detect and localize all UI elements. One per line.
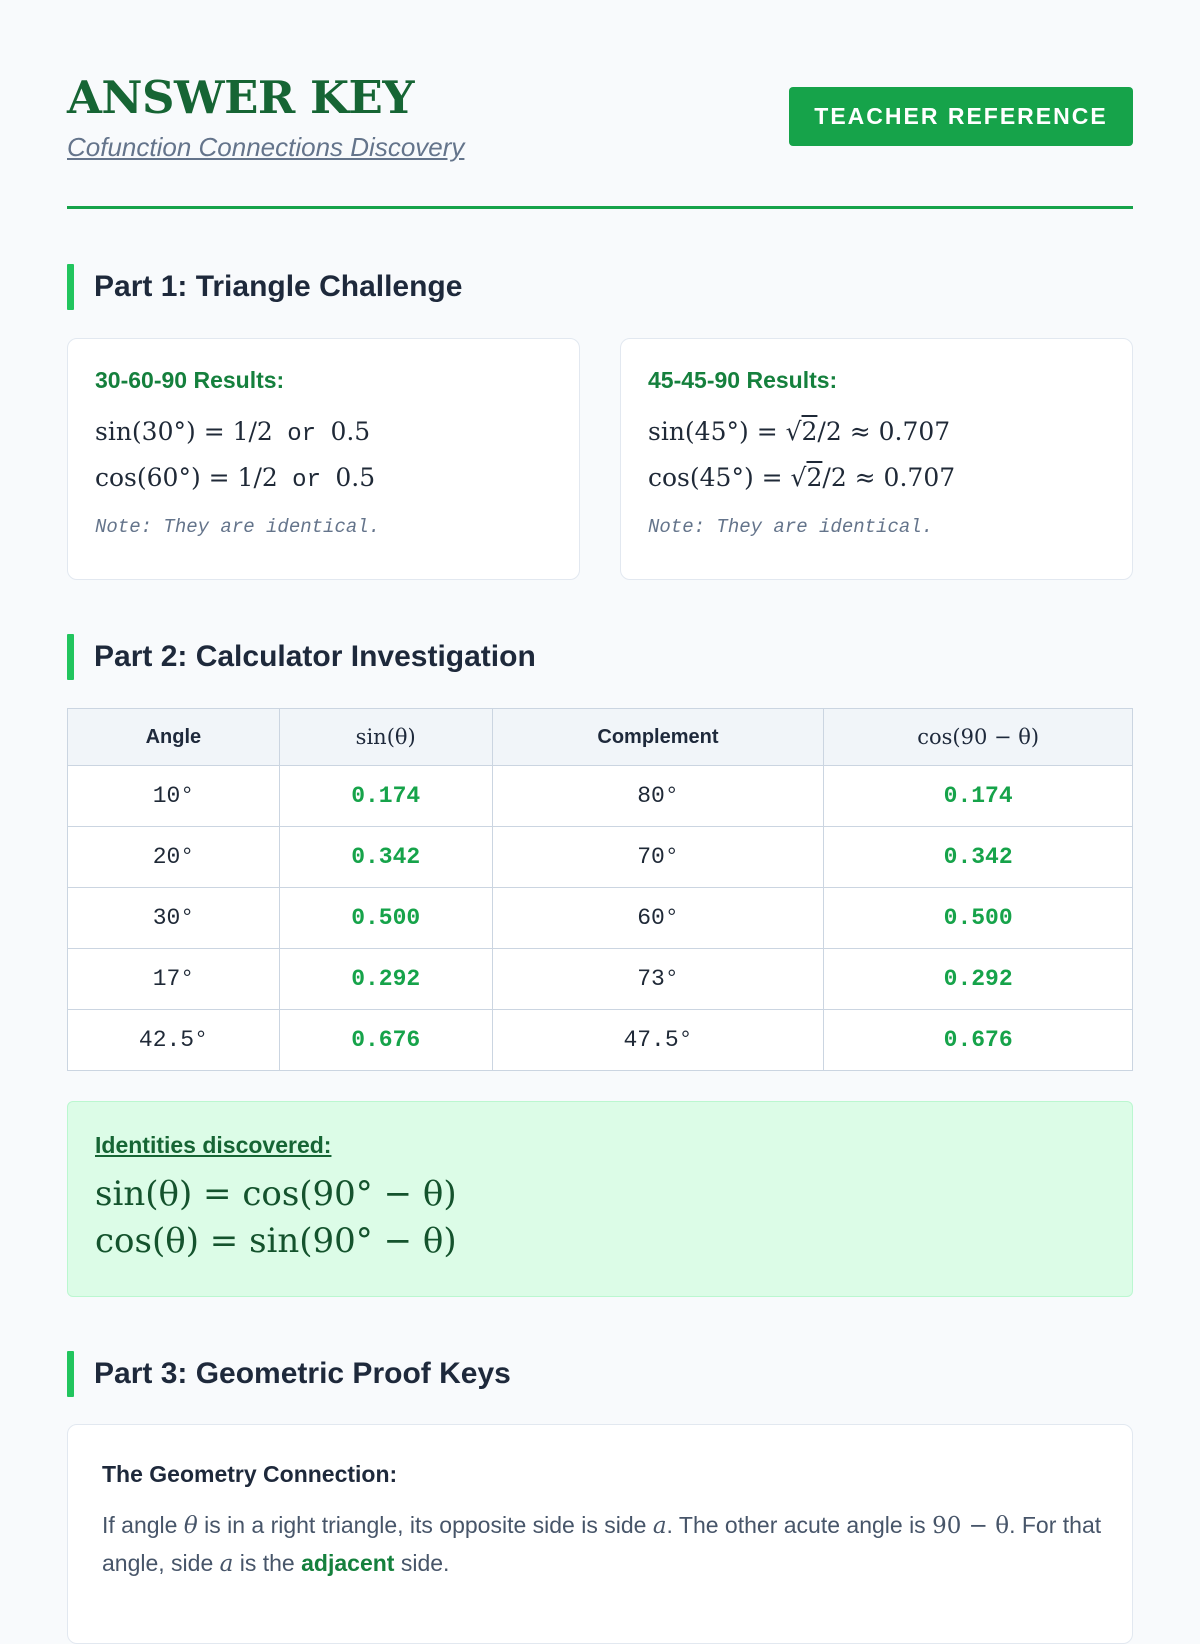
angle-cell: 30° <box>67 887 280 949</box>
identities-heading: Identities discovered: <box>95 1132 332 1158</box>
text-run: If angle <box>102 1512 184 1538</box>
complement-cell: 73° <box>491 948 825 1010</box>
section-accent-bar <box>67 264 74 310</box>
section-part-3: Part 3: Geometric Proof Keys <box>67 1351 1133 1397</box>
sin-value-cell: 0.342 <box>278 826 493 888</box>
equation-or: or <box>272 421 331 448</box>
complement-cell: 70° <box>491 826 825 888</box>
complement-cell: 47.5° <box>491 1009 825 1071</box>
text-run: . For that angle, side <box>102 1512 1102 1576</box>
header: ANSWER KEY Cofunction Connections Discov… <box>67 70 1133 170</box>
equation-lhs: cos(60°) = 1/2 <box>95 463 278 492</box>
page-subtitle: Cofunction Connections Discovery <box>67 132 465 162</box>
equation-pre: sin(45°) = √ <box>648 417 802 446</box>
section-part-2: Part 2: Calculator Investigation <box>67 634 1133 680</box>
column-header-cos: cos(90 − θ) <box>823 708 1133 766</box>
math-var: a <box>652 1513 667 1539</box>
cos-value-cell: 0.676 <box>823 1009 1133 1071</box>
angle-cell: 10° <box>67 765 280 827</box>
table-row: 30° 0.500 60° 0.500 <box>67 887 1133 949</box>
complement-cell: 60° <box>491 887 825 949</box>
teacher-reference-badge: TEACHER REFERENCE <box>789 87 1133 146</box>
header-divider <box>67 206 1133 209</box>
angle-cell: 20° <box>67 826 280 888</box>
column-header-angle: Angle <box>67 708 280 766</box>
highlight-adjacent: adjacent <box>301 1550 395 1576</box>
equation-lhs: sin(30°) = 1/2 <box>95 417 273 446</box>
equation-or: or <box>277 467 336 494</box>
sin-value-cell: 0.500 <box>278 887 493 949</box>
page-title: ANSWER KEY <box>67 71 414 124</box>
table-row: 20° 0.342 70° 0.342 <box>67 826 1133 888</box>
text-run: side. <box>394 1550 450 1576</box>
table-row: 17° 0.292 73° 0.292 <box>67 948 1133 1010</box>
section-title: Part 3: Geometric Proof Keys <box>94 1357 511 1390</box>
identities-box: Identities discovered: sin(θ) = cos(90° … <box>67 1101 1133 1297</box>
section-part-1: Part 1: Triangle Challenge <box>67 264 1133 310</box>
card-note: Note: They are identical. <box>95 516 381 538</box>
math-var: a <box>219 1551 234 1577</box>
text-run: is the <box>233 1550 302 1576</box>
geometry-explanation: If angle θ is in a right triangle, its o… <box>102 1507 1102 1583</box>
section-title: Part 1: Triangle Challenge <box>94 270 463 303</box>
section-accent-bar <box>67 634 74 680</box>
angle-cell: 17° <box>67 948 280 1010</box>
column-header-complement: Complement <box>491 708 825 766</box>
table-header-row: Angle sin(θ) Complement cos(90 − θ) <box>67 708 1133 766</box>
equation-rhs: 0.5 <box>335 463 376 492</box>
section-accent-bar <box>67 1351 74 1397</box>
text-run: is in a right triangle, its opposite sid… <box>197 1512 653 1538</box>
sin-value-cell: 0.676 <box>278 1009 493 1071</box>
complement-cell: 80° <box>491 765 825 827</box>
text-run: . The other acute angle is <box>666 1512 933 1538</box>
calculator-table: Angle sin(θ) Complement cos(90 − θ) 10° … <box>67 708 1133 1071</box>
result-card-30-60-90: 30-60-90 Results: sin(30°) = 1/2 or 0.5 … <box>67 338 580 580</box>
table-row: 42.5° 0.676 47.5° 0.676 <box>67 1009 1133 1071</box>
identity-sin: sin(θ) = cos(90° − θ) <box>95 1174 457 1214</box>
angle-cell: 42.5° <box>67 1009 280 1071</box>
column-header-sin: sin(θ) <box>278 708 493 766</box>
equation-sin30: sin(30°) = 1/2 or 0.5 <box>95 417 370 448</box>
geometry-connection-card: The Geometry Connection: If angle θ is i… <box>67 1424 1133 1644</box>
result-card-45-45-90: 45-45-90 Results: sin(45°) = √2/2 ≈ 0.70… <box>620 338 1133 580</box>
cos-value-cell: 0.500 <box>823 887 1133 949</box>
equation-rhs: 0.5 <box>330 417 371 446</box>
math-var: θ <box>183 1513 198 1539</box>
cos-value-cell: 0.292 <box>823 948 1133 1010</box>
equation-post: /2 ≈ 0.707 <box>817 417 951 446</box>
identity-cos: cos(θ) = sin(90° − θ) <box>95 1221 457 1261</box>
sin-value-cell: 0.292 <box>278 948 493 1010</box>
equation-sin45: sin(45°) = √2/2 ≈ 0.707 <box>648 417 950 446</box>
radicand: 2 <box>806 463 823 492</box>
cos-value-cell: 0.174 <box>823 765 1133 827</box>
card-heading: 45-45-90 Results: <box>648 367 838 393</box>
card-heading: The Geometry Connection: <box>102 1461 398 1487</box>
radicand: 2 <box>801 417 818 446</box>
section-title: Part 2: Calculator Investigation <box>94 640 536 673</box>
equation-cos60: cos(60°) = 1/2 or 0.5 <box>95 463 375 494</box>
equation-pre: cos(45°) = √ <box>648 463 807 492</box>
card-note: Note: They are identical. <box>648 516 934 538</box>
cos-value-cell: 0.342 <box>823 826 1133 888</box>
math-expr: 90 − θ <box>932 1513 1010 1539</box>
card-heading: 30-60-90 Results: <box>95 367 285 393</box>
sin-value-cell: 0.174 <box>278 765 493 827</box>
equation-post: /2 ≈ 0.707 <box>822 463 956 492</box>
equation-cos45: cos(45°) = √2/2 ≈ 0.707 <box>648 463 955 492</box>
table-row: 10° 0.174 80° 0.174 <box>67 765 1133 827</box>
